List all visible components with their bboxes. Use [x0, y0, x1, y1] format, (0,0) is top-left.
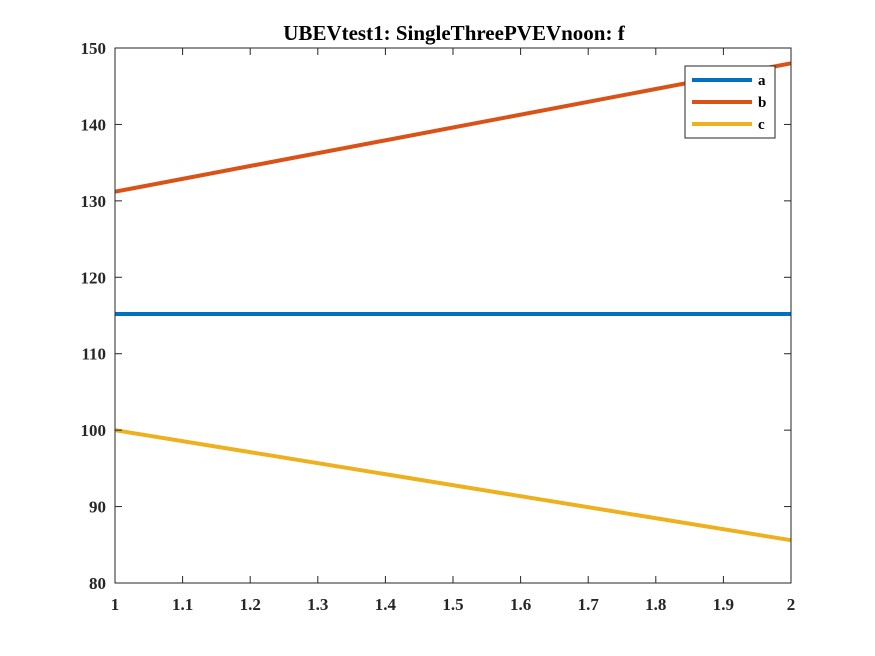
y-tick-label: 90: [89, 498, 106, 517]
x-tick-label: 1.1: [172, 595, 193, 614]
y-tick-label: 80: [89, 574, 106, 593]
x-tick-label: 1: [111, 595, 120, 614]
y-tick-label: 140: [81, 115, 107, 134]
legend: abc: [684, 65, 776, 139]
series-line-c: [114, 428, 792, 543]
series-line-b: [114, 61, 792, 194]
x-tick-label: 1.4: [375, 595, 397, 614]
y-tick-label: 130: [81, 192, 107, 211]
x-tick-label: 1.2: [240, 595, 261, 614]
y-tick-label: 100: [81, 421, 107, 440]
series-layer: [114, 61, 792, 543]
legend-label-c: c: [758, 117, 765, 133]
x-tick-label: 1.5: [442, 595, 463, 614]
y-tick-label: 120: [81, 268, 107, 287]
x-tick-label: 2: [787, 595, 796, 614]
y-tick-label: 150: [81, 39, 107, 58]
x-tick-label: 1.8: [645, 595, 666, 614]
x-tick-label: 1.7: [578, 595, 600, 614]
legend-label-a: a: [758, 73, 766, 89]
x-tick-label: 1.3: [307, 595, 328, 614]
x-tick-label: 1.6: [510, 595, 531, 614]
chart-title: UBEVtest1: SingleThreePVEVnoon: f: [283, 21, 625, 45]
tick-layer: 1 1.1 1.2 1.3 1.4 1.5 1.6 1.7 1.8 1.9 2 80 90 100 110 1…: [81, 39, 796, 614]
legend-label-b: b: [758, 95, 766, 111]
x-tick-label: 1.9: [713, 595, 734, 614]
y-tick-label: 110: [81, 345, 106, 364]
